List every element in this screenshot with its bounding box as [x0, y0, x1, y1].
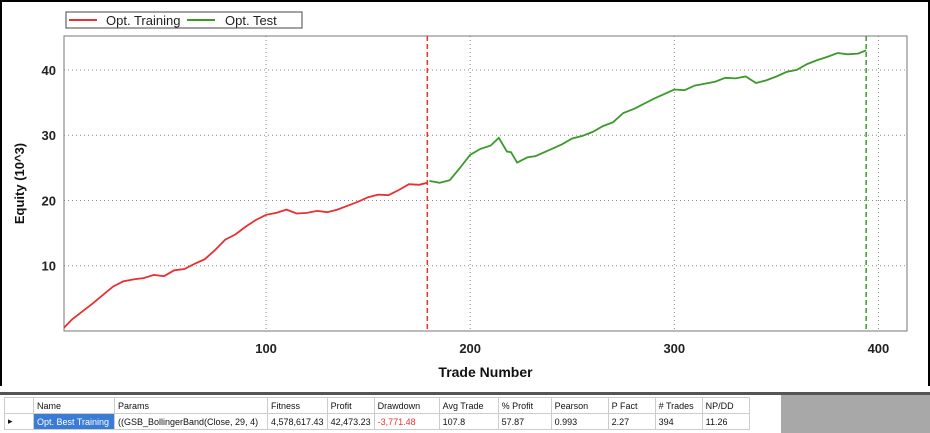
- cell-npdd[interactable]: 11.26: [701, 413, 750, 430]
- x-tick-label: 100: [255, 341, 277, 356]
- x-axis-label: Trade Number: [438, 364, 533, 380]
- cell-trades[interactable]: 394: [654, 413, 703, 430]
- y-tick-label: 40: [42, 63, 56, 78]
- plot-area: [63, 35, 908, 332]
- cell-drawdown[interactable]: -3,771.48: [373, 413, 440, 430]
- row-pointer-icon: ▸: [4, 413, 34, 430]
- col-pearson[interactable]: Pearson: [550, 397, 609, 414]
- x-tick-label: 200: [459, 341, 481, 356]
- legend-label-test: Opt. Test: [225, 13, 277, 28]
- x-tick-label: 300: [663, 341, 685, 356]
- cell-pfact[interactable]: 2.27: [607, 413, 656, 430]
- cell-pearson[interactable]: 0.993: [550, 413, 609, 430]
- grid-empty-area: [781, 395, 930, 433]
- y-axis-label: Equity (10^3): [12, 143, 27, 224]
- col-fitness[interactable]: Fitness: [267, 397, 328, 414]
- col-avg-trade[interactable]: Avg Trade: [438, 397, 499, 414]
- row-indicator-header: [4, 397, 34, 414]
- col-trades[interactable]: # Trades: [654, 397, 703, 414]
- cell-name[interactable]: Opt. Best Training: [33, 413, 115, 430]
- col-pfact[interactable]: P Fact: [607, 397, 656, 414]
- cell-avg-trade[interactable]: 107.8: [438, 413, 499, 430]
- header-row: Name Params Fitness Profit Drawdown Avg …: [4, 397, 750, 414]
- series-line-training: [63, 181, 428, 329]
- y-tick-label: 30: [42, 128, 56, 143]
- legend-box: [65, 11, 303, 29]
- legend-label-training: Opt. Training: [106, 13, 180, 28]
- series-line-test: [429, 49, 867, 184]
- chart-frame: [0, 0, 930, 386]
- cell-pct-profit[interactable]: 57.87: [497, 413, 552, 430]
- col-profit[interactable]: Profit: [326, 397, 375, 414]
- x-tick-label: 400: [868, 341, 890, 356]
- col-npdd[interactable]: NP/DD: [701, 397, 750, 414]
- equity-chart: 100 200 300 400 10 20 30 40 Trade Number Equity (…: [12, 11, 908, 380]
- y-tick-label: 10: [42, 259, 56, 274]
- cell-profit[interactable]: 42,473.23: [326, 413, 375, 430]
- cell-params[interactable]: ((GSB_BollingerBand(Close, 29, 4): [114, 413, 268, 430]
- table-row[interactable]: ▸ Opt. Best Training ((GSB_BollingerBand…: [4, 413, 750, 430]
- y-tick-label: 20: [42, 193, 56, 208]
- col-params[interactable]: Params: [114, 397, 268, 414]
- col-name[interactable]: Name: [33, 397, 115, 414]
- col-drawdown[interactable]: Drawdown: [373, 397, 440, 414]
- cell-fitness[interactable]: 4,578,617.43: [267, 413, 328, 430]
- results-grid: Name Params Fitness Profit Drawdown Avg …: [0, 392, 930, 433]
- col-pct-profit[interactable]: % Profit: [497, 397, 552, 414]
